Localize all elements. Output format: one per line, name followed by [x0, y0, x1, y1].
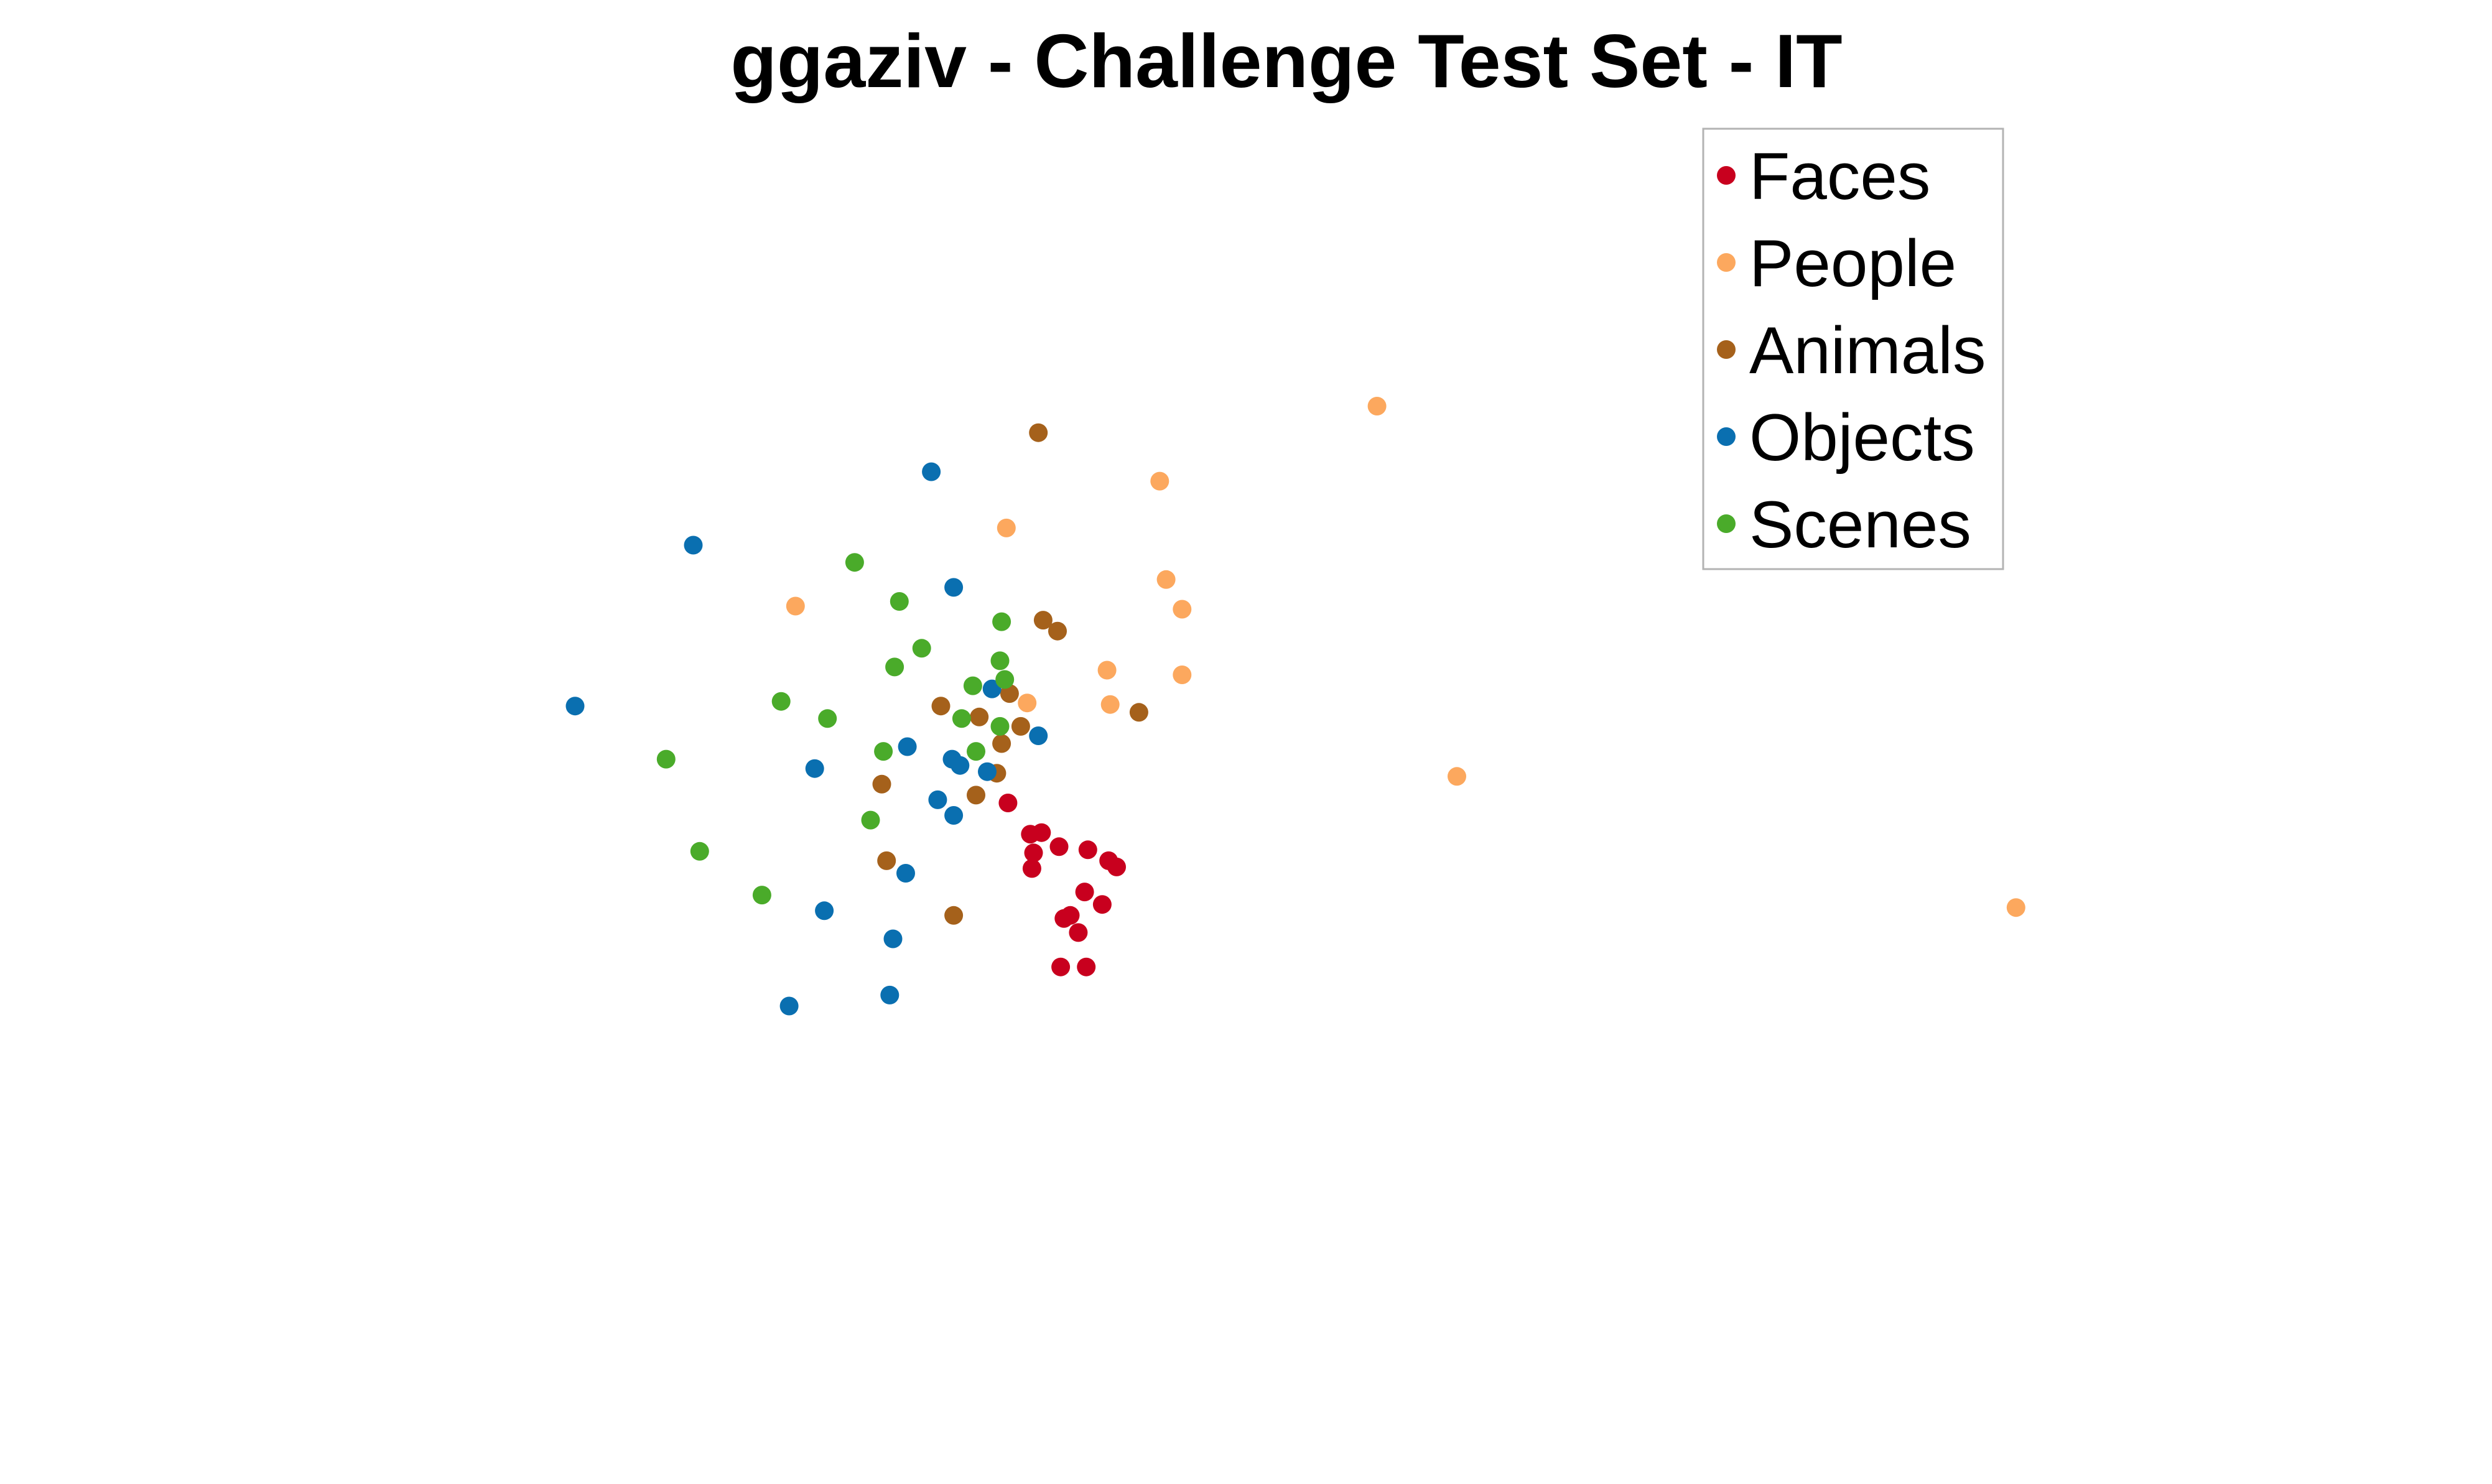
legend-label-scenes: Scenes	[1749, 487, 1971, 562]
point-objects-12	[944, 806, 964, 825]
point-scenes-0	[845, 553, 864, 572]
point-scenes-2	[992, 612, 1011, 631]
legend-entry-objects: Objects	[1717, 400, 1975, 475]
point-scenes-12	[874, 742, 893, 761]
legend-entry-people: People	[1717, 226, 1956, 300]
legend-entries: Faces People Animals Objects Scenes	[1717, 139, 1986, 562]
point-faces-8	[1107, 857, 1126, 876]
point-people-4	[1156, 570, 1176, 589]
point-animals-5	[970, 707, 989, 726]
legend-entry-animals: Animals	[1717, 313, 1986, 387]
points-layer	[565, 397, 2025, 1016]
legend-label-faces: Faces	[1749, 139, 1930, 213]
point-objects-8	[951, 756, 970, 775]
point-people-3	[786, 596, 805, 616]
point-scenes-10	[952, 709, 971, 728]
point-scenes-11	[990, 716, 1010, 736]
point-people-1	[1150, 471, 1169, 491]
point-faces-6	[1078, 840, 1097, 860]
point-objects-3	[565, 697, 585, 716]
legend-marker-objects	[1717, 427, 1736, 446]
point-objects-2	[944, 578, 964, 597]
legend-marker-faces	[1717, 166, 1736, 185]
legend-entry-scenes: Scenes	[1717, 487, 1971, 562]
point-objects-5	[1029, 726, 1048, 745]
chart-title: ggaziv - Challenge Test Set - IT	[730, 19, 1842, 103]
point-faces-14	[1051, 957, 1071, 976]
point-scenes-17	[752, 886, 771, 905]
series-scenes	[656, 553, 1015, 905]
point-animals-8	[992, 734, 1011, 753]
point-objects-4	[982, 679, 1002, 698]
point-people-6	[1097, 661, 1117, 680]
point-faces-2	[1032, 823, 1051, 842]
point-scenes-3	[912, 639, 931, 658]
point-faces-13	[1069, 923, 1088, 942]
point-objects-0	[922, 462, 941, 481]
point-faces-12	[1054, 909, 1074, 928]
point-scenes-15	[861, 810, 880, 830]
point-faces-5	[1022, 859, 1041, 878]
point-animals-2	[1048, 621, 1067, 641]
point-objects-11	[928, 790, 947, 809]
series-people	[786, 397, 2025, 917]
point-objects-6	[898, 737, 917, 756]
point-objects-10	[978, 762, 997, 781]
point-scenes-5	[990, 651, 1010, 670]
legend-entry-faces: Faces	[1717, 139, 1930, 213]
point-scenes-4	[885, 657, 904, 677]
point-scenes-14	[656, 749, 676, 769]
point-faces-4	[1024, 843, 1043, 863]
point-objects-14	[815, 901, 834, 921]
point-faces-0	[998, 794, 1018, 812]
point-animals-13	[944, 906, 964, 925]
point-people-0	[1367, 397, 1387, 415]
point-objects-1	[684, 536, 703, 555]
legend-label-animals: Animals	[1749, 313, 1986, 387]
point-people-7	[1173, 665, 1192, 684]
point-animals-0	[1029, 423, 1048, 442]
point-scenes-16	[690, 842, 709, 861]
point-scenes-9	[818, 709, 837, 728]
series-objects	[565, 462, 1048, 1016]
point-animals-7	[1011, 716, 1030, 736]
series-faces	[998, 794, 1126, 976]
point-animals-10	[872, 774, 891, 794]
point-objects-16	[880, 985, 900, 1004]
point-animals-3	[1000, 684, 1019, 703]
point-objects-17	[779, 996, 799, 1016]
point-faces-9	[1075, 883, 1094, 902]
point-people-8	[1018, 693, 1037, 713]
point-scenes-8	[771, 692, 791, 711]
point-animals-6	[1129, 703, 1148, 722]
point-objects-13	[896, 864, 915, 883]
point-faces-3	[1049, 837, 1069, 856]
point-scenes-1	[890, 592, 909, 611]
legend-label-people: People	[1749, 226, 1956, 300]
legend-marker-scenes	[1717, 514, 1736, 533]
point-scenes-6	[995, 670, 1015, 689]
point-people-2	[997, 518, 1016, 537]
point-animals-11	[967, 786, 985, 805]
series-animals	[872, 423, 1148, 925]
point-faces-15	[1077, 957, 1096, 976]
point-objects-15	[883, 929, 903, 948]
legend-marker-people	[1717, 253, 1736, 272]
point-scenes-13	[967, 742, 985, 761]
legend-box	[1702, 128, 2004, 570]
point-faces-10	[1092, 895, 1112, 914]
legend: Faces People Animals Objects Scenes	[1702, 128, 2004, 570]
legend-label-objects: Objects	[1749, 400, 1975, 475]
point-animals-12	[877, 851, 896, 870]
point-people-11	[2006, 898, 2025, 917]
point-scenes-7	[963, 676, 982, 695]
legend-marker-animals	[1717, 340, 1736, 359]
point-people-9	[1100, 695, 1120, 714]
point-animals-1	[1033, 611, 1053, 630]
point-people-10	[1448, 767, 1466, 786]
point-objects-9	[805, 759, 824, 778]
point-animals-4	[931, 697, 951, 716]
point-people-5	[1173, 600, 1192, 619]
